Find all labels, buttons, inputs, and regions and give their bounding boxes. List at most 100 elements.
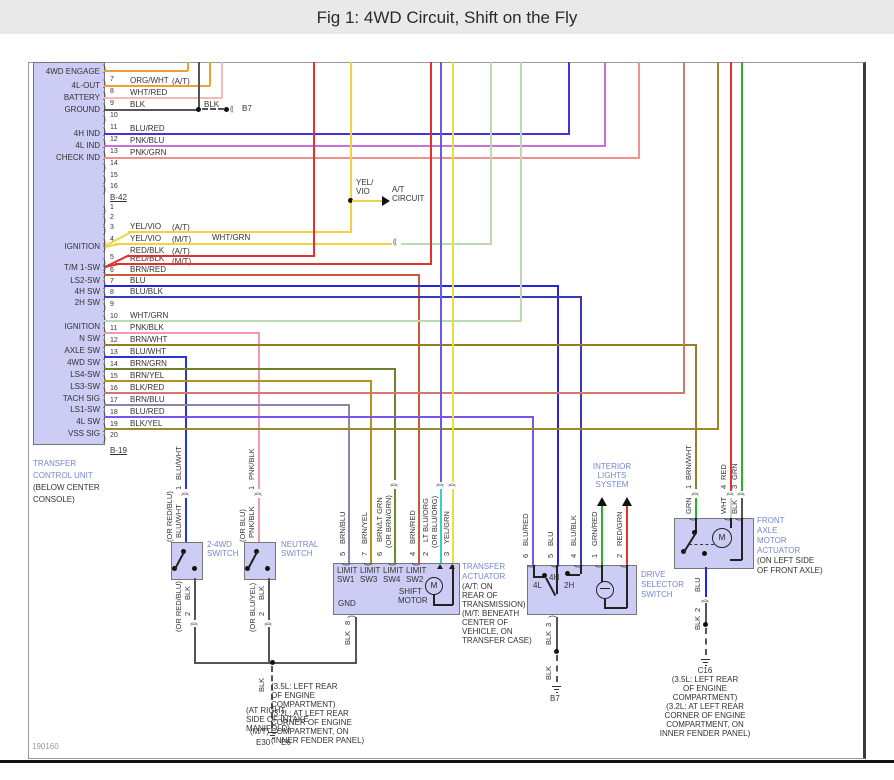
pin-number: 5	[338, 551, 347, 556]
c16-ground-note: C16 (3.5L: LEFT REAR OF ENGINE COMPARTMEN…	[659, 666, 751, 738]
pin-number: 9	[110, 301, 114, 308]
wire-label-rotated: (OR BRN/GRN)	[384, 495, 393, 548]
pin-number: 4	[110, 236, 114, 243]
bottom-rule	[0, 760, 894, 763]
wire-label: YEL/VIO	[130, 222, 162, 231]
pin-number: 7	[110, 278, 114, 285]
wire-blk-dashed	[202, 108, 224, 110]
wire-brn-wht	[695, 344, 697, 489]
wire-label: YEL/	[356, 178, 374, 187]
wire-blk-dashed	[705, 628, 707, 655]
wire-yel-vio-at	[350, 62, 352, 233]
position-label: 4H	[549, 573, 560, 582]
signal-label: LS1-SW	[70, 405, 100, 414]
frontaxle-internal	[741, 518, 743, 560]
signal-label: TACH SIG	[62, 394, 100, 403]
wire-blk	[268, 578, 270, 620]
wire-blk-ground	[198, 62, 200, 110]
wire-grn-frontaxle-inner	[695, 498, 697, 519]
wire-label: BRN/WHT	[130, 335, 168, 344]
tcu-label: TRANSFER	[33, 459, 77, 468]
wire-pnk-blk	[104, 332, 260, 334]
wire-label-rotated: BLK	[257, 585, 266, 600]
wire-red-blk-mt	[430, 62, 432, 265]
limit-sw-cell: LIMIT SW2	[406, 566, 427, 584]
wire-label-rotated: BRN/YEL	[360, 511, 369, 544]
wire-qualifier: (M/T)	[172, 257, 192, 266]
selector-internal	[568, 574, 580, 576]
wire-label: BLU/RED	[130, 407, 165, 416]
wire-label: BLU/RED	[130, 124, 165, 133]
wire-blk	[194, 578, 196, 620]
wire-wht-grn-splice	[490, 62, 492, 245]
front-axle-note: OF FRONT AXLE)	[757, 566, 823, 575]
shift-motor-icon: M	[425, 577, 443, 595]
wire-pnk-blk	[258, 332, 260, 489]
motor-pin-arrow-icon	[437, 564, 443, 569]
pin-number: 3	[110, 224, 114, 231]
front-axle-label: AXLE	[757, 526, 778, 535]
selector-internal	[626, 565, 628, 608]
pin-number: 3	[544, 622, 553, 627]
wire-blk-yel	[717, 62, 719, 428]
drive-selector-label: SWITCH	[641, 590, 673, 599]
gnd-label: GND	[338, 599, 356, 608]
at-circuit-label: A/T	[392, 185, 405, 194]
wire-label: BLK	[130, 100, 146, 109]
wire-lt-blu-org	[440, 489, 442, 564]
splice-dot	[224, 107, 229, 112]
pin-number: 4	[569, 553, 578, 558]
wire-blu-wht	[185, 498, 187, 543]
tcu-label: CONTROL UNIT	[33, 471, 93, 480]
connector-break	[726, 492, 733, 495]
wire-label: RED/BLK	[130, 254, 165, 263]
front-axle-label: MOTOR	[757, 536, 787, 545]
wire-blk-frontaxle	[741, 498, 743, 519]
ground-icon-c16	[701, 657, 710, 666]
selector-internal	[533, 565, 535, 576]
pin-bracket	[620, 565, 629, 568]
wire-label-rotated: BLU	[693, 577, 702, 592]
pin-number: 8	[110, 289, 114, 296]
at-circuit-arrow-icon	[382, 196, 390, 206]
wire-blk-yel	[104, 428, 719, 430]
limit-sw-cell: LIMIT SW1	[337, 566, 358, 584]
wire-org-wht	[104, 85, 210, 87]
pin-number: 10	[110, 112, 118, 119]
contact-dot	[542, 573, 547, 578]
interior-lights-arrow-icon	[597, 497, 607, 506]
wire-label: BLU	[130, 276, 146, 285]
tcu-location: (BELOW CENTER	[33, 483, 100, 492]
signal-label: 4WD SW	[67, 358, 100, 367]
wire-blk-red	[683, 62, 685, 392]
contact-dot	[692, 530, 697, 535]
connector-name-b19: B-19	[110, 446, 127, 455]
wire-blk	[556, 617, 558, 650]
sw24-label: SWITCH	[207, 549, 239, 558]
wire-label-rotated: RED/GRN	[615, 511, 624, 546]
wire-label: BLK/RED	[130, 383, 165, 392]
wire-label-rotated: (OR BLU/ORG)	[430, 495, 439, 548]
front-axle-label: ACTUATOR	[757, 546, 801, 555]
connector-break	[691, 492, 698, 495]
front-axle-note: (ON LEFT SIDE	[757, 556, 815, 565]
transfer-control-unit-box	[33, 62, 105, 445]
signal-label: 4H IND	[73, 129, 100, 138]
signal-label: T/M 1-SW	[64, 263, 100, 272]
wire-pnk-grn	[638, 62, 640, 159]
ground-note: (3.5L: LEFT REAR OF ENGINE COMPARTMENT) (3…	[271, 682, 365, 745]
contact-dot	[565, 571, 570, 576]
wire-label: BRN/BLU	[130, 395, 165, 404]
wire-blu-blk	[580, 296, 582, 566]
ground-icon-e30	[268, 730, 277, 739]
pin-number: 10	[110, 313, 118, 320]
frontaxle-internal	[730, 518, 732, 528]
signal-label: GROUND	[64, 105, 100, 114]
pin-bracket	[103, 163, 106, 172]
frontaxle-internal	[695, 518, 697, 532]
pin-bracket	[724, 518, 733, 521]
pin-number: 2	[110, 214, 114, 221]
connector-break	[448, 483, 455, 486]
pin-number: 1	[590, 553, 599, 558]
pin-number: 1	[174, 485, 183, 490]
